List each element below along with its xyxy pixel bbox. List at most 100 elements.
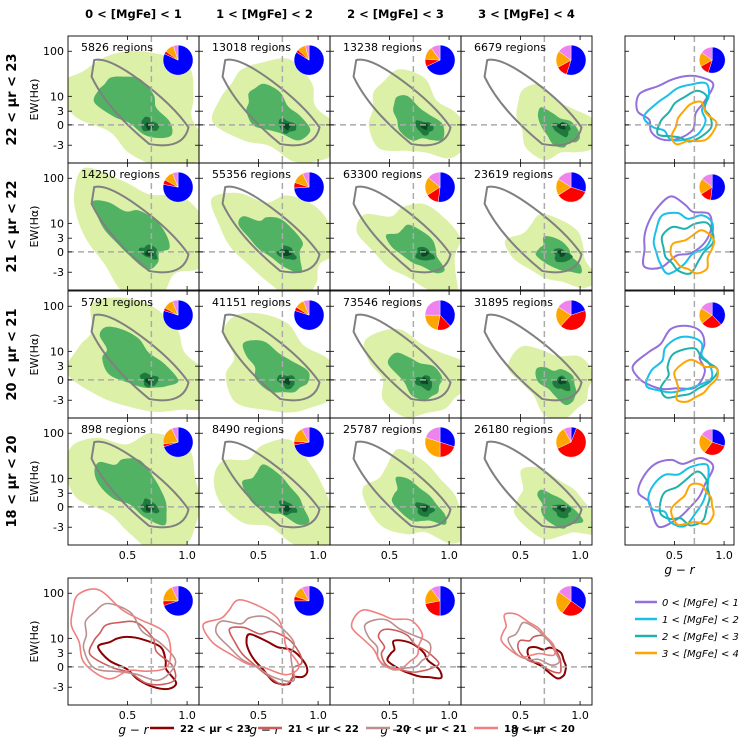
side-panel <box>624 35 735 164</box>
pie-slice <box>430 44 441 61</box>
mu-contour <box>526 646 568 680</box>
y-tick-label: -3 <box>53 521 64 534</box>
plot-area <box>213 439 330 545</box>
panel: 100 10 30 -3 14250 regions <box>43 162 200 291</box>
pie-slice <box>303 299 310 316</box>
pie-slice <box>707 46 726 74</box>
reference-outline <box>483 58 583 147</box>
reference-outline <box>221 313 321 402</box>
pie-chart <box>162 426 194 458</box>
y-tick-label: -3 <box>53 394 64 407</box>
y-tick-label: 100 <box>43 45 64 58</box>
pie-chart <box>424 426 456 458</box>
mgfe-contour <box>673 358 719 403</box>
y-axis-label: EW(Hα) <box>28 334 41 376</box>
pie-chart <box>424 299 456 331</box>
panel: 41151 regions <box>198 290 331 419</box>
mu-contour <box>350 608 424 670</box>
y-axis-label: EW(Hα) <box>28 621 41 663</box>
plot-area <box>210 185 330 290</box>
mu-contour <box>507 621 561 666</box>
plot-area <box>211 58 330 163</box>
plot-area <box>68 297 199 412</box>
density-contour-mid <box>385 224 445 274</box>
x-tick-label: 1.0 <box>571 549 589 562</box>
region-count: 14250 regions <box>81 168 160 181</box>
legend-label: 2 < [MgFe] < 3 <box>662 632 739 643</box>
x-tick-label: 1.0 <box>178 549 196 562</box>
y-tick-label: 0 <box>57 119 64 132</box>
mu-contour <box>228 626 303 687</box>
mu-contour <box>70 588 172 680</box>
plot-area <box>350 608 443 680</box>
side-panel <box>624 162 735 291</box>
pie-chart <box>293 585 325 617</box>
x-tick-label: 1.0 <box>571 709 589 722</box>
pie-chart <box>699 173 726 201</box>
pie-slice <box>558 171 572 188</box>
y-tick-label: 100 <box>43 172 64 185</box>
y-tick-label: 100 <box>43 587 64 600</box>
pie-slice <box>162 44 194 76</box>
pie-slice <box>712 301 726 325</box>
panel: 0.5 1.0 25787 regions <box>329 417 462 562</box>
x-tick-label: 1.0 <box>178 709 196 722</box>
mu-contour <box>500 612 557 658</box>
pie-chart <box>424 585 456 617</box>
pie-chart <box>699 301 726 329</box>
x-tick-label: 0.5 <box>381 709 399 722</box>
pie-chart <box>293 426 325 458</box>
plot-area <box>202 599 309 687</box>
y-tick-label: 10 <box>50 90 64 103</box>
y-tick-label: -3 <box>53 681 64 694</box>
mu-contour <box>377 628 440 674</box>
panel-border <box>624 162 735 291</box>
panel: 55356 regions <box>198 162 331 291</box>
pie-chart <box>555 299 587 331</box>
pie-chart <box>293 299 325 331</box>
y-tick-label: 10 <box>50 472 64 485</box>
reference-outline <box>90 313 190 402</box>
y-tick-label: 10 <box>50 217 64 230</box>
panel: 6679 regions <box>460 35 593 164</box>
panel: 31895 regions <box>460 290 593 419</box>
y-tick-label: 0 <box>57 374 64 387</box>
y-tick-label: 0 <box>57 661 64 674</box>
pie-chart <box>424 44 456 76</box>
reference-outline <box>352 58 452 147</box>
pie-slice <box>439 585 456 617</box>
pie-slice <box>172 171 179 188</box>
y-axis-label: EW(Hα) <box>28 461 41 503</box>
legend-label: 3 < [MgFe] < 4 <box>662 649 739 660</box>
pie-slice <box>293 171 325 203</box>
panel-border <box>460 162 593 291</box>
y-tick-label: 3 <box>57 647 64 660</box>
plot-area <box>221 312 330 413</box>
mu-contour <box>363 618 432 671</box>
pie-slice <box>439 426 456 448</box>
pie-slice <box>558 186 586 203</box>
plot-area <box>631 324 719 403</box>
column-title: 2 < [MgFe] < 3 <box>347 7 444 21</box>
density-contour-mid <box>391 476 447 525</box>
pie-slice <box>424 314 441 331</box>
region-count: 6679 regions <box>474 41 546 54</box>
x-tick-label: 1.0 <box>715 549 733 562</box>
reference-outline <box>483 185 583 274</box>
region-count: 73546 regions <box>343 296 422 309</box>
legend-label: 1 < [MgFe] < 2 <box>662 615 739 626</box>
mgfe-contour <box>631 324 706 391</box>
y-tick-label: 100 <box>43 300 64 313</box>
pie-slice <box>563 426 572 443</box>
density-contour-peak <box>282 249 292 257</box>
pie-slice <box>301 585 310 601</box>
pie-slice <box>301 426 310 443</box>
panel: 73546 regions <box>329 290 462 419</box>
reference-outline <box>221 440 321 529</box>
x-tick-label: 0.5 <box>119 549 137 562</box>
plot-area <box>637 456 715 529</box>
y-axis-label: EW(Hα) <box>28 206 41 248</box>
pie-slice <box>570 171 587 193</box>
x-tick-label: 0.5 <box>250 549 268 562</box>
region-count: 898 regions <box>81 423 146 436</box>
